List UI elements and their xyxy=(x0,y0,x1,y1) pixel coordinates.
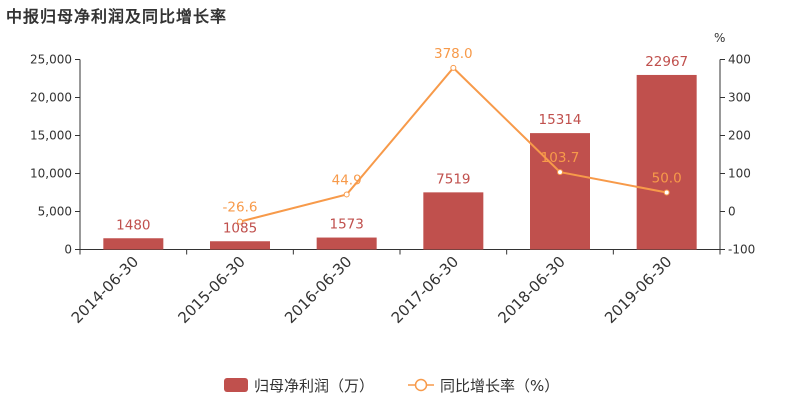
legend-line-marker xyxy=(414,378,428,392)
growth-value-label: 50.0 xyxy=(652,171,682,187)
growth-point xyxy=(663,189,670,196)
growth-value-label: 378.0 xyxy=(434,46,473,62)
growth-value-label: 103.7 xyxy=(541,150,580,166)
legend: 归母净利润（万） 同比增长率（%） xyxy=(224,377,559,395)
bar-value-label: 1085 xyxy=(223,220,257,236)
y-left-tick-label: 5,000 xyxy=(38,205,72,219)
y-right-tick-label: 200 xyxy=(728,129,751,143)
x-tick-label: 2017-06-30 xyxy=(388,253,462,327)
bar-value-label: 1573 xyxy=(329,217,363,233)
growth-value-label: -26.6 xyxy=(223,200,258,216)
legend-line-label: 同比增长率（%） xyxy=(440,377,559,395)
bar xyxy=(423,192,484,250)
x-tick-label: 2018-06-30 xyxy=(494,253,568,327)
bar-value-label: 22967 xyxy=(645,54,688,70)
y-right-tick-label: 100 xyxy=(728,167,751,181)
y-left-tick-label: 15,000 xyxy=(30,129,72,143)
y-left-tick-label: 20,000 xyxy=(30,91,72,105)
bar-value-label: 7519 xyxy=(436,171,470,187)
growth-value-label: 44.9 xyxy=(332,172,362,188)
line-layer xyxy=(237,64,670,225)
x-tick-label: 2015-06-30 xyxy=(174,253,248,327)
growth-point xyxy=(237,218,243,225)
bars-layer xyxy=(103,74,697,250)
chart-title: 中报归母净利润及同比增长率 xyxy=(6,7,228,26)
y-right-unit: % xyxy=(714,31,725,45)
growth-point xyxy=(557,169,563,176)
legend-bar-label: 归母净利润（万） xyxy=(254,377,374,395)
y-right-tick-label: 400 xyxy=(728,53,751,67)
x-tick-label: 2014-06-30 xyxy=(68,253,142,327)
bar xyxy=(210,241,270,250)
legend-bar-swatch xyxy=(224,378,248,392)
bar xyxy=(103,238,164,250)
labels-layer: 1480 1085 1573 7519 15314 22967 -26.6 44.9 378.0… xyxy=(116,46,688,236)
bar xyxy=(636,74,697,250)
y-left-tick-label: 25,000 xyxy=(30,53,72,67)
growth-point xyxy=(450,64,457,71)
bar-value-label: 15314 xyxy=(539,112,582,128)
y-left-tick-label: 10,000 xyxy=(30,167,72,181)
y-left-tick-label: 0 xyxy=(64,243,72,257)
x-tick-label: 2016-06-30 xyxy=(281,253,355,327)
x-tick-label: 2019-06-30 xyxy=(601,253,675,327)
y-right-tick-label: 300 xyxy=(728,91,751,105)
bar xyxy=(316,237,377,250)
y-right-tick-label: -100 xyxy=(728,243,755,257)
growth-point xyxy=(343,191,350,198)
y-right-tick-label: 0 xyxy=(728,205,736,219)
bar-value-label: 1480 xyxy=(116,217,150,233)
